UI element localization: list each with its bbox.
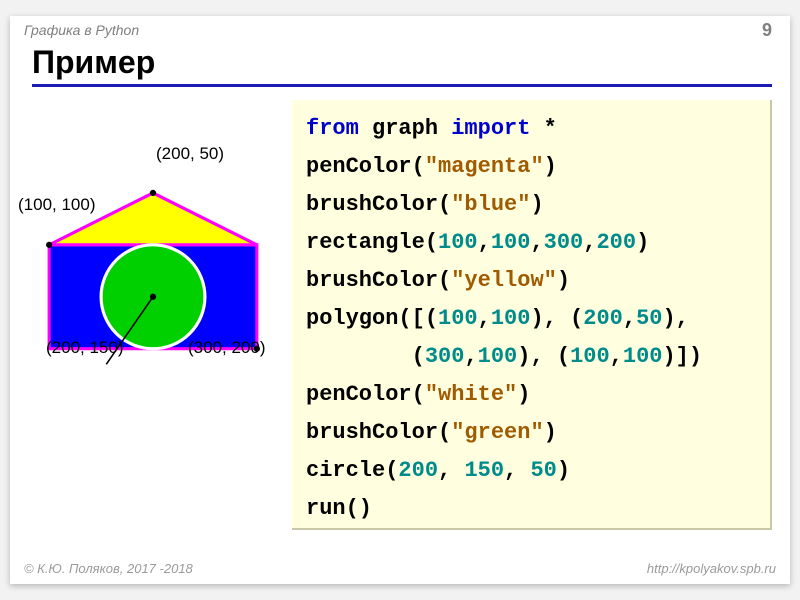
vertex-dot: [150, 190, 156, 196]
code-token: brushColor(: [306, 420, 451, 445]
label-300-200: (300, 200): [188, 338, 266, 358]
slide-title: Пример: [32, 44, 155, 81]
code-token: "white": [425, 382, 517, 407]
code-token: 50: [530, 458, 556, 483]
code-token: 100: [623, 344, 663, 369]
code-token: graph: [372, 116, 451, 141]
label-100-100: (100, 100): [18, 195, 96, 215]
code-token: 100: [438, 230, 478, 255]
code-token: 100: [478, 344, 518, 369]
code-token: rectangle(: [306, 230, 438, 255]
code-token: ), (: [530, 306, 583, 331]
code-token: brushColor(: [306, 268, 451, 293]
vertex-dot: [46, 242, 52, 248]
footer-url: http://kpolyakov.spb.ru: [647, 561, 776, 576]
title-underline: [32, 84, 772, 87]
code-token: 300: [544, 230, 584, 255]
code-token: ,: [623, 306, 636, 331]
label-200-50: (200, 50): [156, 144, 224, 164]
page-number: 9: [762, 20, 772, 41]
code-token: 100: [491, 306, 531, 331]
code-token: "yellow": [451, 268, 557, 293]
header-topic: Графика в Python: [24, 22, 139, 38]
code-token: ,: [530, 230, 543, 255]
code-token: penColor(: [306, 154, 425, 179]
code-token: 200: [583, 306, 623, 331]
code-token: run(): [306, 496, 372, 521]
code-token: 150: [464, 458, 504, 483]
code-token: ): [517, 382, 530, 407]
code-token: ): [636, 230, 649, 255]
code-token: circle(: [306, 458, 398, 483]
diagram-svg: [18, 146, 288, 406]
code-token: 200: [596, 230, 636, 255]
code-block: from graph import * penColor("magenta") …: [292, 100, 772, 530]
code-token: ,: [438, 458, 464, 483]
code-token: ,: [478, 306, 491, 331]
code-token: "green": [451, 420, 543, 445]
code-token: ), (: [517, 344, 570, 369]
code-token: ): [530, 192, 543, 217]
code-token: polygon([(: [306, 306, 438, 331]
house-diagram: (200, 50) (100, 100) (300, 200) (200, 15…: [18, 146, 288, 406]
code-token: ),: [662, 306, 688, 331]
code-token: ,: [504, 458, 530, 483]
code-token: ): [544, 154, 557, 179]
code-token: 200: [398, 458, 438, 483]
code-token: from: [306, 116, 372, 141]
code-token: ): [557, 268, 570, 293]
code-token: 100: [438, 306, 478, 331]
code-token: 300: [425, 344, 465, 369]
code-token: 50: [636, 306, 662, 331]
label-200-150: (200, 150): [46, 338, 124, 358]
code-token: *: [530, 116, 556, 141]
code-token: "blue": [451, 192, 530, 217]
code-token: (: [306, 344, 425, 369]
code-token: "magenta": [425, 154, 544, 179]
code-token: ,: [478, 230, 491, 255]
code-token: ): [544, 420, 557, 445]
code-token: brushColor(: [306, 192, 451, 217]
slide: Графика в Python 9 Пример (200, 50) (100…: [10, 16, 790, 584]
code-token: 100: [570, 344, 610, 369]
code-token: import: [451, 116, 530, 141]
code-token: ,: [464, 344, 477, 369]
code-token: penColor(: [306, 382, 425, 407]
code-token: ,: [610, 344, 623, 369]
code-token: )]): [662, 344, 702, 369]
code-token: ,: [583, 230, 596, 255]
footer-copyright: © К.Ю. Поляков, 2017 -2018: [24, 561, 193, 576]
code-token: 100: [491, 230, 531, 255]
code-token: ): [557, 458, 570, 483]
